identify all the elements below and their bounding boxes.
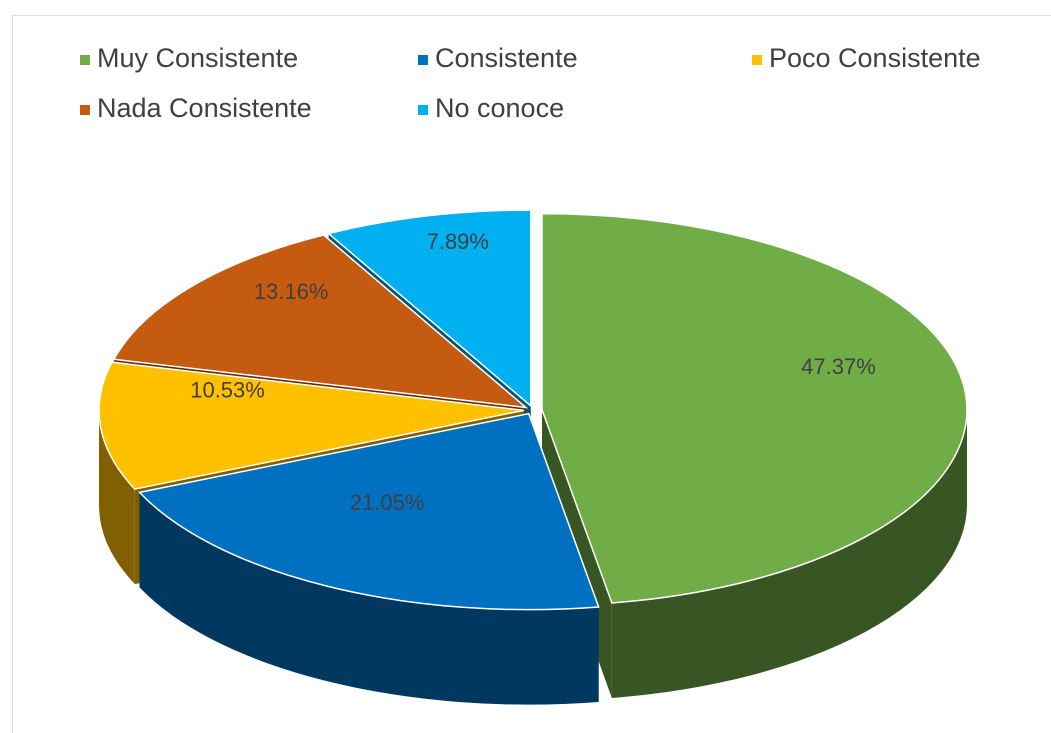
slice: [541, 212, 968, 604]
slice-wall: [99, 410, 135, 585]
legend-label: No conoce: [435, 93, 564, 123]
legend-marker: [80, 55, 90, 65]
legend-marker: [80, 105, 90, 115]
legend-marker: [418, 55, 428, 65]
slice-label: 47.37%: [801, 354, 876, 379]
legend-label: Consistente: [435, 43, 578, 73]
legend-label: Muy Consistente: [97, 43, 298, 73]
slice-group: [98, 209, 968, 705]
chart-border: [12, 15, 1051, 733]
slice: [112, 234, 529, 409]
slice-wall: [611, 409, 967, 698]
slice: [98, 361, 525, 490]
legend-label: Nada Consistente: [97, 93, 312, 123]
slice-wall: [139, 492, 599, 705]
legend-marker: [418, 105, 428, 115]
slice-label: 21.05%: [350, 490, 425, 515]
legend-marker: [752, 55, 762, 65]
legend-label: Poco Consistente: [769, 43, 981, 73]
slice: [327, 209, 532, 408]
slice-label: 7.89%: [427, 229, 489, 254]
slice: [138, 412, 600, 611]
slice-label: 10.53%: [190, 377, 265, 402]
slice-label: 13.16%: [254, 279, 329, 304]
